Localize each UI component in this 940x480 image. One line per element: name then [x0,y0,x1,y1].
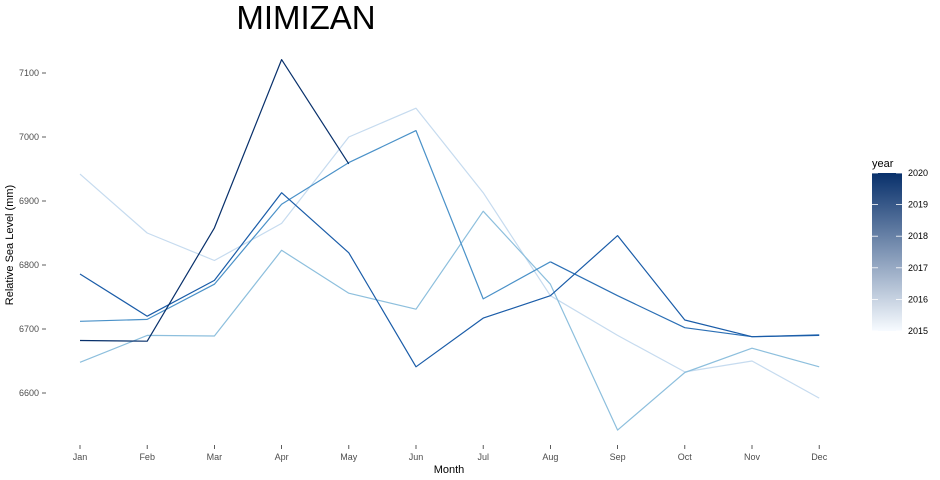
x-axis-title: Month [434,464,465,476]
x-tick-label: Jun [409,452,424,462]
y-tick-label: 6800 [19,260,39,270]
x-tick-label: Aug [542,452,558,462]
x-tick-label: Feb [139,452,155,462]
series-line-3 [550,261,820,338]
series-group [79,59,820,431]
x-tick-label: Sep [610,452,626,462]
series-line-5 [79,59,350,342]
x-tick-label: Oct [678,452,693,462]
legend-label: 2017 [908,263,928,273]
y-axis-title: Relative Sea Level (mm) [4,185,16,305]
y-tick-label: 6700 [19,324,39,334]
x-tick-label: Jul [477,452,489,462]
y-tick-label: 7100 [19,68,39,78]
legend-title: year [872,158,894,170]
x-tick-label: Dec [811,452,828,462]
y-axis: 6600 6700 6800 6900 7000 7100 [19,68,46,398]
x-tick-label: May [340,452,358,462]
y-tick-label: 6600 [19,388,39,398]
y-tick-label: 6900 [19,196,39,206]
legend: year 2020 2019 2018 2017 2016 2015 [872,158,928,336]
x-tick-label: Mar [207,452,223,462]
x-tick-label: Nov [744,452,761,462]
x-tick-label: Apr [275,452,289,462]
y-tick-label: 7000 [19,132,39,142]
legend-colorbar [872,173,902,331]
series-line-0 [79,107,820,399]
legend-label: 2019 [908,200,928,210]
legend-label: 2018 [908,231,928,241]
x-axis: Jan Feb Mar Apr May Jun Jul Aug Sep Oct Nov Dec [73,445,828,462]
legend-label: 2016 [908,294,928,304]
legend-label: 2020 [908,168,928,178]
series-line-4 [79,192,820,368]
chart-title: MIMIZAN [236,0,375,36]
series-line-2 [79,130,551,322]
legend-label: 2015 [908,326,928,336]
series-line-1 [79,210,820,431]
x-tick-label: Jan [73,452,88,462]
